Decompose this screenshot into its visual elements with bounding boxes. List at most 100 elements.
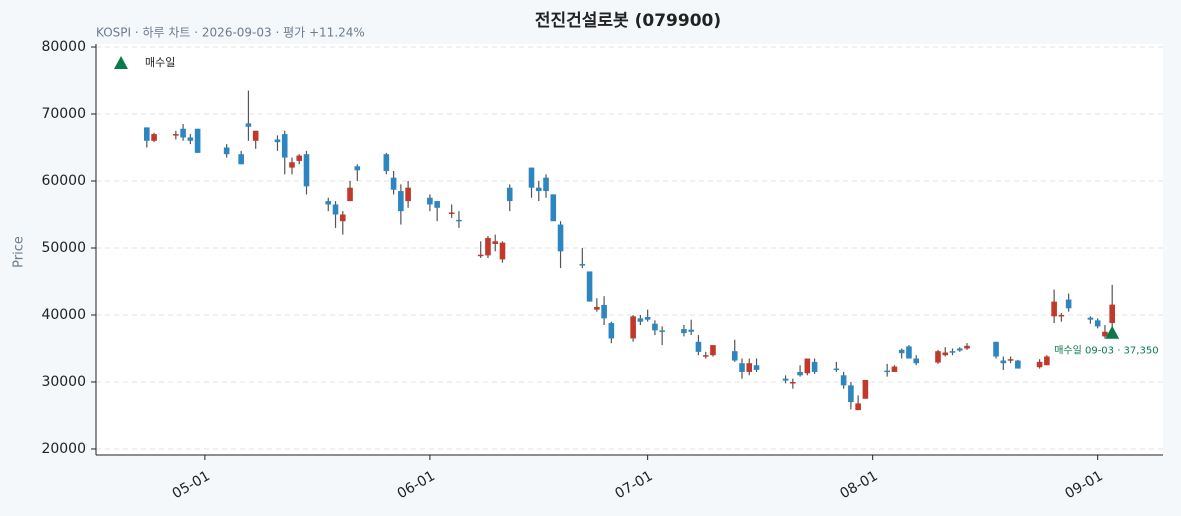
candle-body <box>296 155 303 161</box>
candle-body <box>173 134 179 136</box>
candle-body <box>1058 314 1065 317</box>
y-axis-label: Price <box>12 236 27 268</box>
x-tick-label: 05-01 <box>170 468 213 502</box>
buy-annotation: 매수일 09-03 · 37,350 <box>1054 345 1158 357</box>
candle-body <box>274 139 281 143</box>
candle-body <box>797 371 803 376</box>
candle-body <box>405 187 411 202</box>
candle-body <box>383 154 390 171</box>
candle-body <box>456 219 462 222</box>
candle-body <box>956 348 963 351</box>
candle-body <box>855 403 861 411</box>
buy-marker <box>1105 325 1120 339</box>
candle-body <box>398 191 404 212</box>
candle-body <box>884 370 890 373</box>
candle-body <box>1065 299 1072 309</box>
candle-body <box>637 318 644 322</box>
candle-body <box>753 365 760 370</box>
candle-body <box>187 137 194 141</box>
candle-body <box>281 134 288 158</box>
candle-body <box>594 306 600 310</box>
candle-body <box>695 341 702 352</box>
candle-body <box>238 154 244 165</box>
candle-body <box>448 212 455 214</box>
y-tick-label: 30000 <box>41 374 86 390</box>
candle-body <box>434 201 440 208</box>
y-tick-label: 20000 <box>41 441 86 457</box>
candle-body <box>1015 360 1021 369</box>
candle-body <box>608 323 615 339</box>
candle-body <box>833 368 840 371</box>
candle-body <box>681 329 687 334</box>
candle-body <box>579 264 586 266</box>
x-tick-label: 08-01 <box>837 468 880 502</box>
candle-body <box>702 355 709 357</box>
candle-body <box>731 351 738 361</box>
candle-body <box>782 378 789 381</box>
candle-body <box>477 254 484 257</box>
candle-body <box>964 345 970 349</box>
candle-body <box>1102 331 1108 337</box>
candle-body <box>746 363 753 372</box>
candle-body <box>652 323 658 331</box>
candle-body <box>151 134 157 141</box>
candle-body <box>180 128 186 138</box>
candle-body <box>144 127 150 141</box>
candle-body <box>804 358 811 374</box>
candle-body <box>252 130 259 141</box>
candle-body <box>935 351 941 363</box>
chart-title: 전진건설로봇 (079900) <box>535 11 721 31</box>
candle-body <box>390 177 397 190</box>
candle-body <box>688 329 694 332</box>
candle-body <box>1051 301 1057 317</box>
candle-body <box>289 162 295 168</box>
candles <box>144 90 1115 411</box>
candle-body <box>550 194 557 222</box>
candle-body <box>630 316 636 339</box>
candle-body <box>1094 320 1101 327</box>
legend-label: 매수일 <box>145 55 175 69</box>
candle-body <box>245 123 252 127</box>
candle-body <box>325 201 332 205</box>
candle-body <box>891 366 898 372</box>
candle-body <box>790 381 796 384</box>
chart-subtitle: KOSPI · 하루 차트 · 2026-09-03 · 평가 +11.24% <box>96 26 365 40</box>
candle-body <box>1000 360 1007 364</box>
candle-body <box>862 379 869 399</box>
candle-body <box>492 241 499 244</box>
candle-body <box>485 237 491 256</box>
candle-body <box>949 351 956 353</box>
candle-body <box>913 358 920 364</box>
candle-body <box>1087 317 1094 320</box>
candle-body <box>659 330 665 332</box>
y-tick-label: 80000 <box>41 39 86 55</box>
grid <box>96 46 1163 450</box>
x-tick-label: 07-01 <box>612 468 655 502</box>
candle-body <box>811 361 818 372</box>
candle-body <box>601 304 607 319</box>
candle-body <box>506 187 513 202</box>
candle-body <box>906 346 912 359</box>
candle-body <box>427 197 433 205</box>
y-tick-label: 60000 <box>41 173 86 189</box>
candle-body <box>993 341 999 357</box>
x-tick-label: 09-01 <box>1062 468 1105 502</box>
x-tick-label: 06-01 <box>395 468 438 502</box>
candle-body <box>557 224 564 252</box>
candle-body <box>1007 359 1014 361</box>
candle-body <box>942 352 949 356</box>
candle-body <box>898 349 905 354</box>
candle-body <box>848 385 854 403</box>
candle-body <box>332 204 339 215</box>
plot-area <box>96 44 1163 455</box>
y-tick-label: 40000 <box>41 307 86 323</box>
candle-body <box>354 166 361 171</box>
candle-body <box>499 242 506 260</box>
candle-body <box>528 167 535 188</box>
candle-body <box>194 128 201 153</box>
candle-body <box>347 187 353 202</box>
candle-body <box>644 316 651 320</box>
candle-body <box>739 363 745 372</box>
candle-body <box>303 154 310 187</box>
